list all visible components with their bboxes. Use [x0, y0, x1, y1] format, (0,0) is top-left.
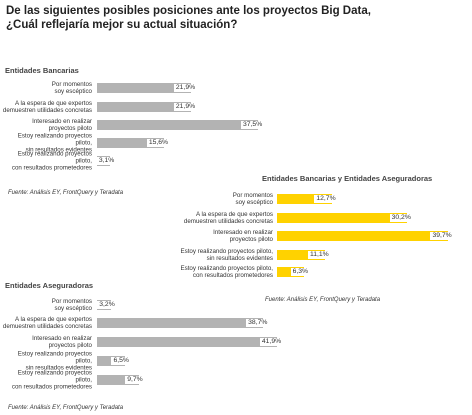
bar	[277, 267, 305, 277]
bar	[97, 83, 192, 93]
category-label: Por momentos soy escéptico	[51, 298, 92, 312]
bar	[97, 102, 192, 112]
value-label: 30,2%	[389, 214, 413, 222]
bar	[277, 231, 448, 241]
value-label: 3,2%	[97, 301, 117, 309]
main-title: De las siguientes posibles posiciones an…	[6, 5, 371, 31]
value-label: 6,3%	[290, 268, 311, 276]
bar	[97, 375, 139, 385]
bar	[277, 213, 407, 223]
value-label: 37,5%	[240, 121, 265, 129]
category-label: Estoy realizando proyectos piloto, sin r…	[180, 248, 273, 262]
section-title: Entidades Bancarias y Entidades Asegurad…	[262, 174, 433, 183]
value-label: 3,1%	[96, 157, 117, 165]
category-label: Estoy realizando proyectos piloto, con r…	[11, 369, 92, 391]
category-label: Interesado en realizar proyectos piloto	[32, 118, 92, 132]
category-label: Estoy realizando proyectos piloto, sin r…	[17, 350, 92, 372]
category-label: Interesado en realizar proyectos piloto	[32, 335, 92, 349]
value-label: 41,9%	[259, 338, 284, 346]
category-label: A la espera de que expertos demuestren u…	[2, 316, 92, 330]
category-label: A la espera de que expertos demuestren u…	[183, 211, 273, 225]
value-label: 38,7%	[246, 319, 270, 327]
value-label: 21,9%	[173, 84, 198, 92]
category-label: Estoy realizando proyectos piloto, con r…	[180, 265, 273, 279]
category-label: Estoy realizando proyectos piloto, con r…	[11, 150, 92, 172]
bar	[277, 194, 332, 204]
category-label: Por momentos soy escéptico	[232, 192, 273, 206]
category-label: Por momentos soy escéptico	[51, 81, 92, 95]
bar	[277, 250, 325, 260]
bar	[97, 318, 264, 328]
value-label: 21,9%	[173, 103, 198, 111]
section-title: Entidades Aseguradoras	[5, 281, 94, 290]
bar	[97, 337, 278, 347]
source-note: Fuente: Análisis EY, FrontQuery y Terada…	[8, 405, 124, 411]
bar	[97, 138, 165, 148]
value-label: 6,5%	[111, 357, 131, 365]
bar	[97, 356, 125, 366]
value-label: 11,1%	[307, 251, 331, 259]
value-label: 15,6%	[146, 139, 171, 147]
category-label: Interesado en realizar proyectos piloto	[213, 229, 273, 243]
category-label: Estoy realizando proyectos piloto, sin r…	[17, 132, 92, 154]
bar	[97, 120, 259, 130]
source-note: Fuente: Análisis EY, FrontQuery y Terada…	[8, 190, 124, 196]
category-label: A la espera de que expertos demuestren u…	[2, 100, 92, 114]
value-label: 9,7%	[125, 376, 145, 384]
source-note: Fuente: Análisis EY, FrontQuery y Terada…	[265, 297, 381, 303]
section-title: Entidades Bancarias	[5, 66, 79, 75]
value-label: 39,7%	[430, 232, 454, 240]
value-label: 12,7%	[314, 195, 338, 203]
